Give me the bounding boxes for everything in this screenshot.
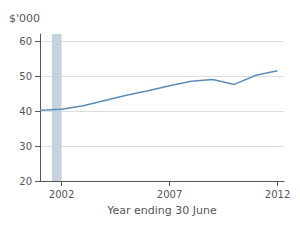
svg-text:40: 40 <box>19 106 32 117</box>
svg-text:Year ending 30 June: Year ending 30 June <box>106 204 217 217</box>
svg-text:2007: 2007 <box>157 189 182 200</box>
svg-text:30: 30 <box>19 141 32 152</box>
svg-text:2012: 2012 <box>265 189 290 200</box>
svg-text:60: 60 <box>19 36 32 47</box>
svg-text:50: 50 <box>19 71 32 82</box>
svg-text:20: 20 <box>19 176 32 187</box>
svg-text:2002: 2002 <box>49 189 74 200</box>
svg-text:$'000: $'000 <box>9 12 40 25</box>
